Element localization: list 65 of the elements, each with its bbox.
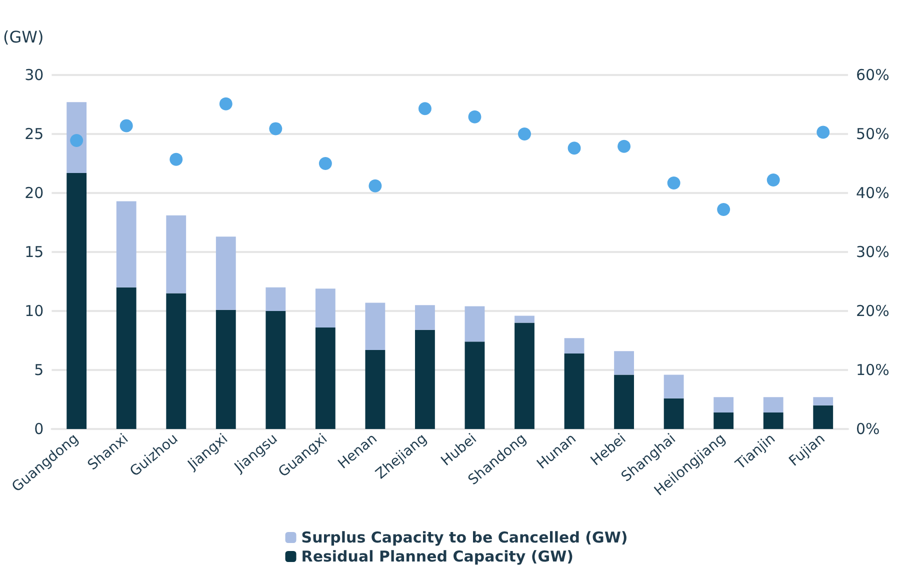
- y2-tick-label: 10%: [856, 361, 890, 379]
- bar: [166, 293, 186, 429]
- point: [717, 203, 730, 216]
- y2-tick-label: 20%: [856, 302, 890, 320]
- y-tick-label: 10: [24, 302, 44, 320]
- bar: [564, 338, 584, 354]
- bar: [116, 287, 136, 429]
- bar: [763, 412, 784, 429]
- bar: [714, 397, 734, 412]
- point: [70, 134, 84, 147]
- bar: [614, 351, 634, 375]
- bar: [365, 350, 386, 429]
- point: [618, 140, 631, 153]
- point: [368, 179, 382, 192]
- bar: [664, 374, 684, 398]
- bar: [464, 306, 485, 342]
- point: [766, 174, 780, 187]
- y2-tick-label: 0%: [856, 420, 880, 438]
- bar: [464, 342, 485, 429]
- bar: [266, 287, 286, 311]
- point: [816, 126, 830, 139]
- bar: [315, 328, 336, 429]
- bar: [564, 353, 584, 429]
- y2-tick-label: 60%: [856, 66, 890, 84]
- point: [219, 97, 232, 110]
- bar: [514, 316, 534, 323]
- bar: [116, 201, 136, 288]
- y-axis-title: (GW): [3, 28, 44, 46]
- bar: [714, 412, 734, 429]
- point: [418, 102, 432, 116]
- bar: [66, 102, 87, 173]
- bar: [813, 405, 834, 429]
- point: [318, 157, 332, 170]
- bar: [216, 310, 236, 429]
- y2-tick-label: 50%: [856, 125, 890, 143]
- bar: [415, 330, 435, 429]
- point: [667, 176, 680, 190]
- bar: [514, 322, 534, 429]
- y-tick-label: 0: [34, 420, 44, 438]
- y-tick-label: 25: [24, 125, 44, 143]
- bar: [166, 215, 186, 294]
- bar: [813, 397, 834, 406]
- point: [170, 152, 183, 166]
- y2-tick-label: 40%: [856, 184, 890, 202]
- y-tick-label: 30: [24, 66, 44, 84]
- point: [518, 128, 532, 140]
- point: [468, 110, 482, 124]
- y-tick-label: 5: [34, 361, 44, 379]
- point: [269, 122, 282, 136]
- bar: [664, 398, 684, 429]
- legend-label: Residual Planned Capacity (GW): [301, 548, 574, 566]
- y2-tick-label: 30%: [856, 243, 890, 261]
- bar: [66, 172, 87, 429]
- point: [120, 119, 133, 132]
- bar: [266, 311, 286, 429]
- legend-label: Surplus Capacity to be Cancelled (GW): [301, 528, 628, 546]
- y-tick-label: 20: [24, 184, 44, 202]
- y-tick-label: 15: [24, 243, 44, 261]
- bar: [763, 397, 784, 412]
- bar: [315, 288, 336, 328]
- bar: [365, 302, 386, 350]
- bar: [216, 236, 236, 310]
- bar: [415, 305, 435, 330]
- bar: [614, 374, 634, 429]
- point: [568, 142, 581, 155]
